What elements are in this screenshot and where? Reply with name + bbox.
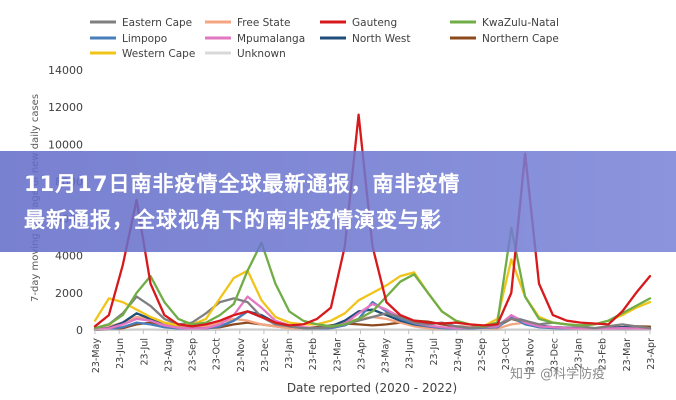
x-tick-label: 23-Nov [236, 338, 247, 372]
legend-label-unknown: Unknown [237, 48, 286, 60]
series-line-kwazulu-natal [93, 226, 652, 330]
series-line-mpumalanga [93, 295, 652, 331]
x-tick-label: 23-Mar [622, 338, 633, 372]
x-tick-label: 23-Apr [356, 338, 367, 370]
title-banner: 11月17日南非疫情全球最新通报，南非疫情 最新通报，全球视角下的南非疫情演变与… [0, 151, 676, 252]
x-tick-label: 23-May [381, 338, 392, 374]
legend-label-gauteng: Gauteng [352, 17, 397, 29]
y-tick-label: 10000 [48, 138, 83, 151]
watermark-text: 知乎 @科学防疫 [510, 367, 606, 382]
y-tick-label: 12000 [48, 101, 83, 114]
legend-label-kwazulu-natal: KwaZulu-Natal [482, 17, 559, 29]
x-tick-label: 23-Dec [549, 338, 560, 372]
banner-line-2: 最新通报，全球视角下的南非疫情演变与影 [24, 207, 442, 232]
x-tick-label: 23-Sep [188, 338, 199, 371]
x-tick-label: 23-Dec [260, 338, 271, 372]
x-tick-label: 23-Sep [477, 338, 488, 371]
x-axis: 23-May 23-Jun 23-Jul 23-Aug 23-Sep 23-Oct 23-N… [91, 329, 657, 374]
y-tick-label: 0 [76, 324, 83, 337]
x-tick-label: 23-Mar [332, 338, 343, 372]
x-tick-label: 23-Aug [163, 338, 174, 372]
x-tick-label: 23-Jan [574, 338, 585, 369]
legend-label-free-state: Free State [237, 17, 290, 29]
x-tick-label: 23-Nov [525, 338, 536, 372]
legend-label-mpumalanga: Mpumalanga [237, 33, 305, 45]
x-tick-label: 23-Oct [212, 338, 223, 370]
x-tick-label: 23-Jun [115, 338, 126, 369]
legend-label-northern-cape: Northern Cape [482, 33, 559, 45]
legend-label-north-west: North West [352, 33, 411, 45]
x-tick-label: 23-Jul [139, 338, 150, 366]
x-tick-label: 23-Oct [501, 338, 512, 370]
chart-legend: Eastern Cape Free State Gauteng KwaZulu-Nat… [90, 17, 559, 60]
legend-label-limpopo: Limpopo [122, 33, 167, 45]
x-tick-label: 23-Jan [284, 338, 295, 369]
legend-label-eastern-cape: Eastern Cape [122, 17, 192, 29]
x-tick-label: 23-Feb [308, 338, 319, 370]
y-tick-label: 14000 [48, 64, 83, 77]
x-tick-label: 23-Aug [453, 338, 464, 372]
y-tick-label: 4000 [55, 250, 83, 263]
x-tick-label: 23-Feb [598, 338, 609, 370]
banner-line-1: 11月17日南非疫情全球最新通报，南非疫情 [24, 171, 461, 196]
x-tick-label: 23-Jun [405, 338, 416, 369]
y-tick-label: 2000 [55, 287, 83, 300]
legend-label-western-cape: Western Cape [122, 48, 195, 60]
x-tick-label: 23-Apr [646, 338, 657, 370]
x-tick-label: 23-Jul [429, 338, 440, 366]
x-axis-label: Date reported (2020 - 2022) [287, 381, 457, 395]
x-tick-label: 23-May [91, 338, 102, 374]
